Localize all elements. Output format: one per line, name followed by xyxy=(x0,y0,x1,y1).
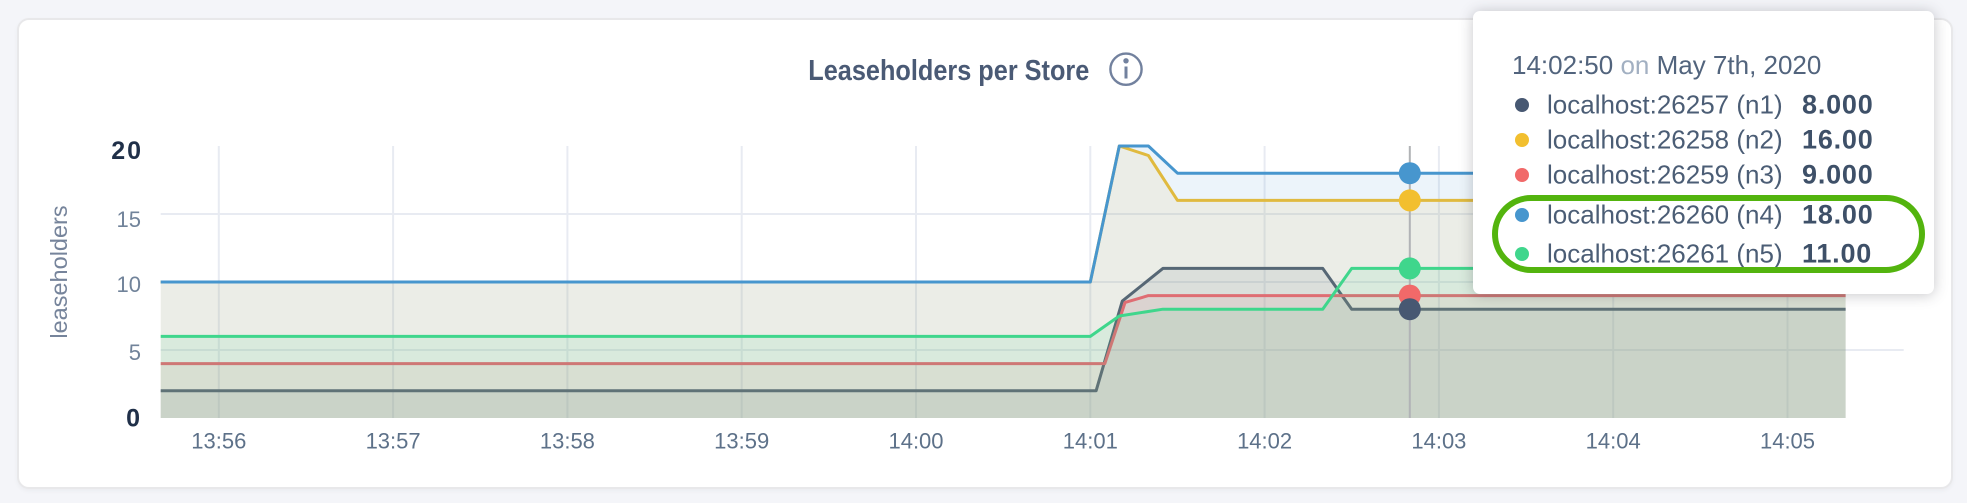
svg-text:14:01: 14:01 xyxy=(1063,429,1118,454)
svg-text:13:57: 13:57 xyxy=(366,429,421,454)
svg-text:13:59: 13:59 xyxy=(714,429,769,454)
svg-text:5: 5 xyxy=(129,340,141,365)
svg-text:14:04: 14:04 xyxy=(1586,429,1641,454)
svg-text:Leaseholders per Store: Leaseholders per Store xyxy=(808,55,1089,87)
svg-text:0: 0 xyxy=(126,405,142,433)
svg-text:14:02: 14:02 xyxy=(1237,429,1292,454)
svg-text:10: 10 xyxy=(117,272,141,297)
svg-text:14:03: 14:03 xyxy=(1411,429,1466,454)
svg-text:13:58: 13:58 xyxy=(540,429,595,454)
svg-text:leaseholders: leaseholders xyxy=(46,205,72,338)
svg-text:15: 15 xyxy=(117,207,141,232)
svg-text:13:56: 13:56 xyxy=(191,429,246,454)
svg-text:14:05: 14:05 xyxy=(1760,429,1815,454)
svg-text:14:00: 14:00 xyxy=(888,429,943,454)
svg-text:20: 20 xyxy=(111,137,143,165)
